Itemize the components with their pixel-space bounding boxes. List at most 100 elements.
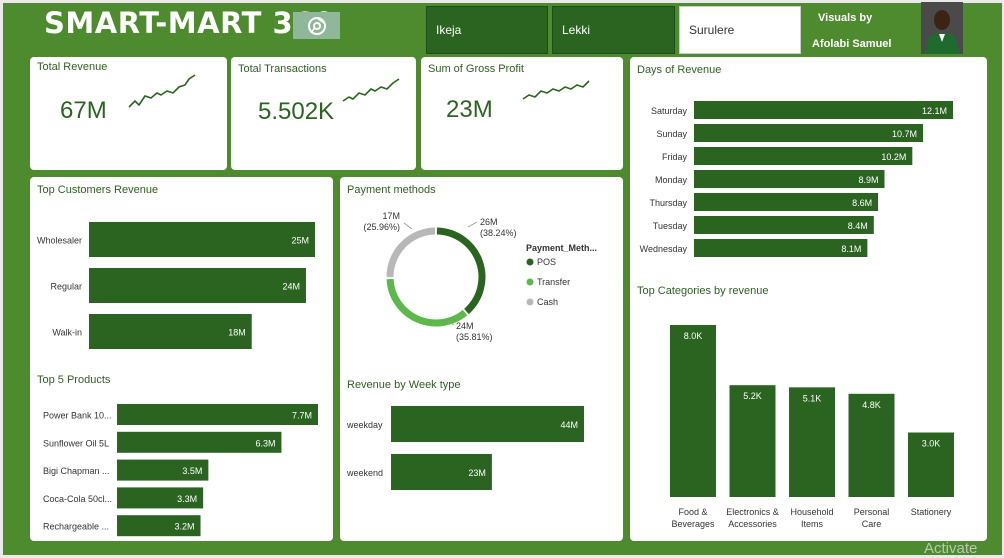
slicer-ikeja[interactable]: Ikeja [426,6,548,54]
category-label-household-items: Items [801,519,824,529]
slice-pos[interactable] [436,227,486,315]
days-chart-title: Days of Revenue [637,64,722,76]
slicer-surulere[interactable]: Surulere [679,6,801,54]
top-customers-chart: Wholesaler 25M Regular 24M Walk-in 18M [37,222,315,349]
value-label-cash: 17M [382,211,400,221]
category-label-walk-in: Walk-in [52,328,82,338]
bar-friday[interactable] [694,147,913,165]
category-label-power-bank-10: Power Bank 10... [43,411,112,421]
slicer-lekki[interactable]: Lekki [552,6,675,54]
bar-household-items[interactable] [789,387,835,497]
days-and-categories-card: Days of Revenue Top Categories by revenu… [630,57,987,541]
data-label-food-beverages: 8.0K [684,331,703,341]
data-label-wholesaler: 25M [291,236,309,246]
bar-rechargeable[interactable] [117,515,201,537]
category-label-household-items: Household [790,507,833,517]
avatar [921,2,963,54]
data-label-coca-cola-50cl: 3.3M [177,494,197,504]
data-label-regular: 24M [282,282,300,292]
kpi-total-transactions-card: Total Transactions 5.502K [231,57,416,170]
category-label-thursday: Thursday [649,198,687,208]
bar-weekday[interactable] [391,406,584,442]
bar-saturday[interactable] [694,101,953,119]
legend-label-transfer[interactable]: Transfer [537,277,570,287]
bar-wholesaler[interactable] [89,222,315,257]
category-label-electronics-accessories: Accessories [728,519,777,529]
categories-chart-title: Top Categories by revenue [637,285,769,297]
slice-transfer[interactable] [386,278,468,327]
bar-food-beverages[interactable] [670,325,716,497]
data-label-rechargeable: 3.2M [175,522,195,532]
data-label-monday: 8.9M [858,175,878,185]
data-label-walk-in: 18M [228,328,246,338]
kpi-total-revenue-label: Total Revenue [37,61,108,73]
kpi-total-transactions-value: 5.502K [258,98,335,125]
sparkline-icon [342,78,400,102]
data-label-thursday: 8.6M [852,198,872,208]
category-label-wholesaler: Wholesaler [37,236,82,246]
leader-line-transfer [447,320,455,326]
data-label-sunday: 10.7M [892,129,917,139]
category-label-monday: Monday [655,175,688,185]
kpi-total-revenue-card: Total Revenue 67M [30,57,227,170]
data-label-electronics-accessories: 5.2K [743,391,762,401]
legend-label-pos[interactable]: POS [537,257,556,267]
bar-stationery[interactable] [908,432,954,498]
revenue-by-week-type-chart: weekday 44M weekend 23M [346,406,584,490]
category-label-bigi-chapman: Bigi Chapman ... [43,466,110,476]
legend-marker-cash [526,298,534,306]
bar-power-bank-10[interactable] [117,404,318,425]
bar-regular[interactable] [89,268,306,303]
bar-wednesday[interactable] [694,239,868,257]
category-label-friday: Friday [662,152,688,162]
leader-line-pos [467,221,478,228]
payments-weektype-card: Payment methods Revenue by Week type 26M… [340,177,623,541]
data-label-sunflower-oil-5l: 6.3M [255,438,275,448]
legend-label-cash[interactable]: Cash [537,297,558,307]
category-label-regular: Regular [50,282,82,292]
legend-marker-pos [526,258,534,266]
data-label-wednesday: 8.1M [841,244,861,254]
value-label-transfer: 24M [456,321,474,331]
category-label-weekend: weekend [346,468,383,478]
bar-weekend[interactable] [391,454,492,490]
data-label-bigi-chapman: 3.5M [182,466,202,476]
category-label-rechargeable: Rechargeable ... [43,522,109,532]
bar-monday[interactable] [694,170,885,188]
bar-bigi-chapman[interactable] [117,459,209,481]
payments-chart-title: Payment methods [347,184,436,196]
data-label-tuesday: 8.4M [848,221,868,231]
category-label-food-beverages: Food & [678,507,707,517]
chrome-icon [293,12,340,39]
category-label-electronics-accessories: Electronics & [726,507,779,517]
data-label-power-bank-10: 7.7M [292,411,312,421]
category-label-sunday: Sunday [656,129,687,139]
data-label-friday: 10.2M [881,152,906,162]
dashboard-title: SMART-MART 360 [44,6,335,40]
data-label-weekday: 44M [560,420,578,430]
category-label-personal-care: Care [862,519,882,529]
top-categories-chart: 8.0K Food & Beverages 5.2K Electronics & Acce… [670,325,954,529]
pct-label-transfer: (35.81%) [456,332,493,342]
value-label-pos: 26M [480,217,498,227]
bar-thursday[interactable] [694,193,879,211]
bar-sunflower-oil-5l[interactable] [117,431,282,453]
sparkline-icon [522,80,590,100]
category-label-sunflower-oil-5l: Sunflower Oil 5L [43,438,109,448]
bar-personal-care[interactable] [848,393,895,497]
kpi-total-transactions-label: Total Transactions [238,63,327,75]
bar-electronics-accessories[interactable] [729,385,776,497]
bar-walk-in[interactable] [89,314,252,349]
bar-sunday[interactable] [694,124,924,142]
bar-coca-cola-50cl[interactable] [117,487,204,509]
category-label-weekday: weekday [346,420,383,430]
bar-tuesday[interactable] [694,216,874,234]
category-label-tuesday: Tuesday [653,221,688,231]
slice-cash[interactable] [386,227,436,278]
legend-title: Payment_Meth... [526,243,597,253]
weektype-chart-title: Revenue by Week type [347,379,461,391]
payment-methods-chart: 26M(38.24%) 24M(35.81%) 17M(25.96%) Payment… [363,211,597,342]
customers-chart-title: Top Customers Revenue [37,184,159,196]
legend-marker-transfer [526,278,534,286]
